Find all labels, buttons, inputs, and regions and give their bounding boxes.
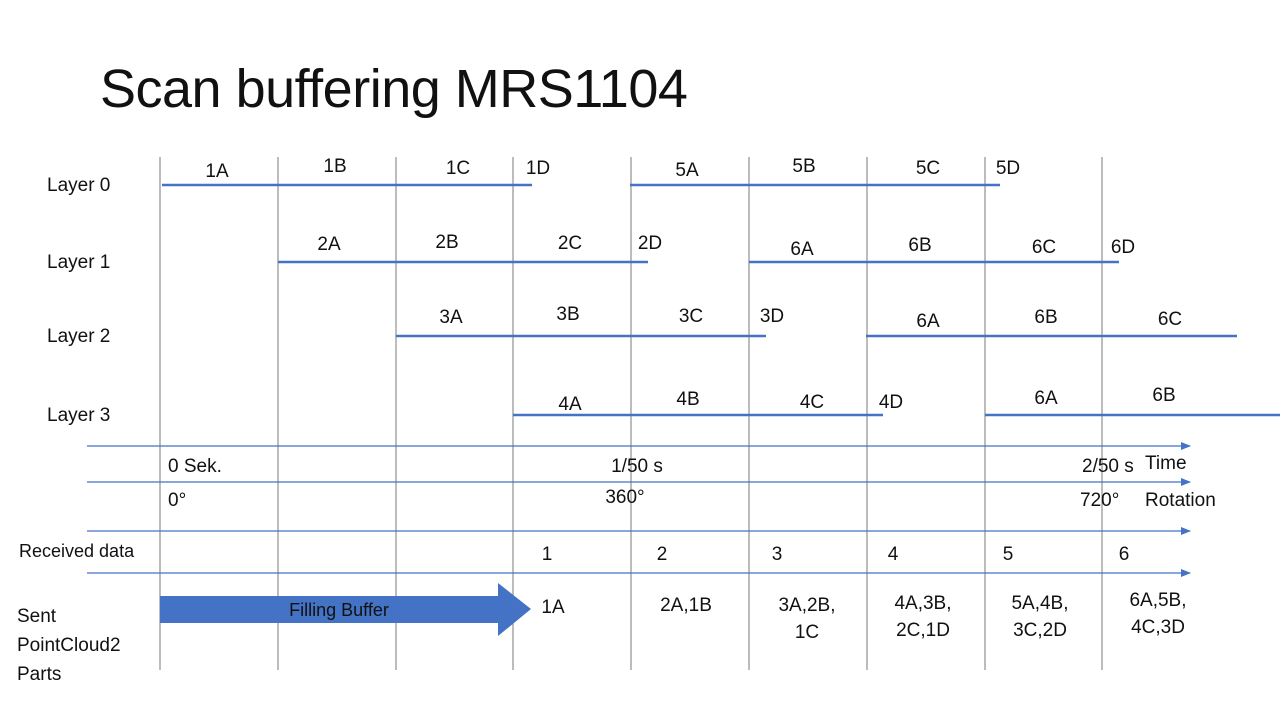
layer-1-segment-1-label-1: 6B (908, 235, 931, 256)
layer-1-segment-0-label-0: 2A (317, 234, 341, 255)
layer-1-segment-1-label-3: 6D (1111, 237, 1135, 258)
time-axis-name: Time (1145, 453, 1187, 474)
layer-2-segment-1-label-1: 6B (1034, 307, 1057, 328)
received-value-5: 6 (1119, 544, 1130, 565)
layer-0-segment-0-label-1: 1B (323, 156, 346, 177)
layer-3-segment-0-label-2: 4C (800, 392, 824, 413)
layer-0-segment-1-label-1: 5B (792, 156, 815, 177)
layer-2-segment-0-label-2: 3C (679, 306, 703, 327)
sent-value-0-line-0: 1A (541, 597, 565, 618)
layer-label-3: Layer 3 (47, 405, 110, 426)
sent-value-3-line-1: 2C,1D (896, 620, 950, 641)
layer-3-segment-1-label-1: 6B (1152, 385, 1175, 406)
layer-2-segment-0-label-3: 3D (760, 306, 784, 327)
sent-label-line-1: PointCloud2 (17, 635, 121, 656)
layer-0-segment-1-label-0: 5A (675, 160, 699, 181)
sent-value-3-line-0: 4A,3B, (894, 593, 951, 614)
layer-2-segment-0-label-1: 3B (556, 304, 579, 325)
sent-value-4-line-1: 3C,2D (1013, 620, 1067, 641)
sent-value-1-line-0: 2A,1B (660, 595, 712, 616)
time-tick-1: 1/50 s (611, 456, 663, 477)
sent-value-2-line-1: 1C (795, 622, 819, 643)
layer-0-segment-0-label-3: 1D (526, 158, 550, 179)
received-value-3: 4 (888, 544, 899, 565)
filling-buffer-arrow (160, 583, 531, 636)
time-tick-0: 0 Sek. (168, 456, 222, 477)
layer-0-segment-0-label-2: 1C (446, 158, 470, 179)
layer-1-segment-0-label-2: 2C (558, 233, 582, 254)
sent-value-4-line-0: 5A,4B, (1011, 593, 1068, 614)
received-data-label: Received data (19, 541, 135, 561)
received-value-2: 3 (772, 544, 783, 565)
rotation-tick-0: 0° (168, 490, 186, 511)
received-value-1: 2 (657, 544, 668, 565)
layer-1-segment-1-label-0: 6A (790, 239, 814, 260)
layer-3-segment-1-label-0: 6A (1034, 388, 1058, 409)
layer-0-segment-0-label-0: 1A (205, 161, 229, 182)
sent-label-line-0: Sent (17, 606, 57, 627)
rotation-tick-2: 720° (1080, 490, 1119, 511)
layer-label-1: Layer 1 (47, 252, 110, 273)
layer-0-segment-1-label-2: 5C (916, 158, 940, 179)
layer-3-segment-0-label-1: 4B (676, 389, 699, 410)
rotation-tick-1: 360° (605, 487, 644, 508)
layer-2-segment-1-label-0: 6A (916, 311, 940, 332)
layer-3-segment-0-label-3: 4D (879, 392, 903, 413)
layer-1-segment-0-label-3: 2D (638, 233, 662, 254)
layer-label-0: Layer 0 (47, 175, 110, 196)
layer-1-segment-0-label-1: 2B (435, 232, 458, 253)
layer-1-segment-1-label-2: 6C (1032, 237, 1056, 258)
layer-0-segment-1-label-3: 5D (996, 158, 1020, 179)
layer-2-segment-0-label-0: 3A (439, 307, 463, 328)
sent-value-5-line-1: 4C,3D (1131, 617, 1185, 638)
sent-value-5-line-0: 6A,5B, (1129, 590, 1186, 611)
filling-buffer-label: Filling Buffer (289, 600, 389, 620)
slide-title: Scan buffering MRS1104 (100, 59, 688, 119)
layer-label-2: Layer 2 (47, 326, 110, 347)
sent-value-2-line-0: 3A,2B, (778, 595, 835, 616)
received-value-4: 5 (1003, 544, 1014, 565)
rotation-axis-name: Rotation (1145, 490, 1216, 511)
received-value-0: 1 (542, 544, 553, 565)
time-tick-2: 2/50 s (1082, 456, 1134, 477)
sent-label-line-2: Parts (17, 664, 61, 685)
layer-2-segment-1-label-2: 6C (1158, 309, 1182, 330)
layer-3-segment-0-label-0: 4A (558, 394, 582, 415)
